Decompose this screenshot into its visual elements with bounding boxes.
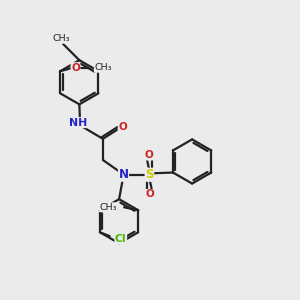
- Text: Cl: Cl: [115, 234, 127, 244]
- Text: N: N: [118, 168, 128, 181]
- Text: NH: NH: [69, 118, 87, 128]
- Text: CH₃: CH₃: [100, 203, 117, 212]
- Text: O: O: [118, 122, 127, 132]
- Text: O: O: [144, 150, 153, 160]
- Text: O: O: [71, 63, 80, 73]
- Text: CH₃: CH₃: [52, 34, 70, 43]
- Text: S: S: [145, 168, 154, 181]
- Text: CH₃: CH₃: [94, 63, 112, 72]
- Text: O: O: [146, 190, 155, 200]
